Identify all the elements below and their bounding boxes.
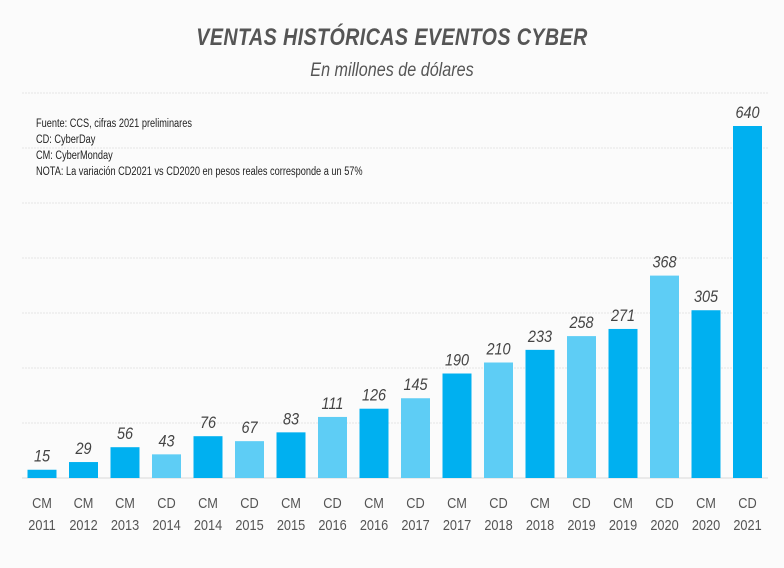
- bar-CD-2021: [733, 126, 762, 478]
- data-label: 233: [527, 328, 552, 346]
- data-label: 305: [694, 288, 718, 306]
- x-tick-label-event: CD: [240, 494, 258, 511]
- data-label: 126: [362, 387, 386, 405]
- note-cm: CM: CyberMonday: [36, 150, 113, 162]
- data-label: 15: [34, 448, 50, 466]
- x-tick-label-event: CM: [32, 494, 52, 511]
- data-label: 145: [403, 376, 427, 394]
- x-tick-label-year: 2016: [318, 516, 347, 533]
- x-tick-label-event: CD: [406, 494, 424, 511]
- data-label: 56: [117, 425, 133, 443]
- data-label: 640: [735, 104, 759, 122]
- x-tick-label-year: 2015: [277, 516, 306, 533]
- bar-CM-2013: [110, 447, 140, 478]
- x-tick-label-year: 2019: [609, 516, 638, 533]
- note-source: Fuente: CCS, cifras 2021 preliminares: [36, 118, 192, 130]
- x-tick-label-event: CM: [115, 494, 135, 511]
- x-tick-label-event: CD: [572, 494, 590, 511]
- x-tick-label-year: 2015: [235, 516, 264, 533]
- x-tick-label-event: CD: [323, 494, 341, 511]
- x-tick-label-year: 2017: [443, 516, 472, 533]
- x-tick-label-year: 2012: [69, 516, 98, 533]
- note-cd: CD: CyberDay: [36, 134, 96, 146]
- x-tick-label-event: CM: [447, 494, 467, 511]
- bar-CM-2017: [442, 373, 472, 478]
- bar-CM-2018: [525, 349, 555, 478]
- bar-CM-2012: [69, 462, 98, 478]
- x-tick-label-year: 2013: [111, 516, 140, 533]
- data-label: 29: [75, 440, 92, 458]
- bar-CD-2015: [235, 441, 264, 478]
- data-label: 271: [610, 307, 635, 325]
- bar-CD-2020: [650, 275, 679, 478]
- x-tick-label-year: 2011: [28, 516, 56, 533]
- x-tick-label-year: 2016: [360, 516, 389, 533]
- x-tick-label-event: CM: [613, 494, 633, 511]
- data-label: 368: [652, 254, 676, 272]
- bar-CM-2016: [359, 408, 389, 478]
- bar-CM-2020: [691, 310, 721, 478]
- x-tick-label-event: CM: [696, 494, 716, 511]
- x-tick-label-year: 2021: [733, 516, 762, 533]
- bar-CD-2018: [484, 362, 513, 478]
- x-tick-label-event: CM: [364, 494, 384, 511]
- data-label: 43: [158, 432, 174, 450]
- x-tick-label-year: 2014: [194, 516, 223, 533]
- x-tick-label-event: CD: [157, 494, 175, 511]
- data-label: 258: [569, 314, 594, 332]
- data-label: 76: [200, 414, 216, 432]
- x-tick-label-year: 2018: [526, 516, 555, 533]
- x-tick-label-year: 2014: [152, 516, 181, 533]
- x-tick-label-event: CM: [530, 494, 550, 511]
- data-label: 111: [322, 395, 344, 413]
- bar-CM-2014: [193, 436, 223, 478]
- x-tick-label-year: 2020: [650, 516, 679, 533]
- x-tick-label-event: CD: [489, 494, 507, 511]
- bar-CD-2016: [318, 416, 347, 478]
- bar-CM-2015: [276, 432, 306, 478]
- bar-CM-2011: [27, 469, 57, 478]
- bar-CD-2019: [567, 336, 596, 478]
- bar-CM-2019: [608, 328, 638, 478]
- x-tick-label-event: CM: [281, 494, 301, 511]
- note-variation: NOTA: La variación CD2021 vs CD2020 en p…: [36, 166, 363, 178]
- x-tick-label-year: 2019: [567, 516, 596, 533]
- bar-CD-2014: [152, 454, 181, 478]
- x-tick-label-event: CD: [738, 494, 756, 511]
- x-tick-label-year: 2018: [484, 516, 513, 533]
- chart-title: VENTAS HISTÓRICAS EVENTOS CYBER: [196, 24, 588, 51]
- data-label: 83: [283, 410, 299, 428]
- chart-notes: Fuente: CCS, cifras 2021 preliminares CD…: [36, 116, 363, 180]
- x-tick-label-event: CM: [198, 494, 218, 511]
- x-tick-label-year: 2017: [401, 516, 430, 533]
- chart-subtitle: En millones de dólares: [310, 60, 474, 81]
- data-label: 210: [486, 340, 511, 358]
- x-tick-label-event: CM: [74, 494, 94, 511]
- x-tick-label-year: 2020: [692, 516, 721, 533]
- data-label: 190: [445, 351, 469, 369]
- x-tick-label-event: CD: [655, 494, 673, 511]
- bar-CD-2017: [401, 398, 430, 478]
- data-label: 67: [241, 419, 258, 437]
